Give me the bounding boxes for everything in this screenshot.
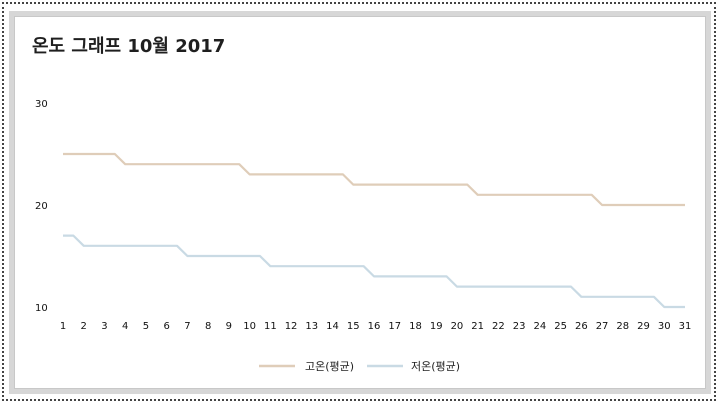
x-tick-label: 15 [347, 321, 360, 332]
x-tick-label: 18 [409, 321, 422, 332]
x-tick-label: 19 [430, 321, 443, 332]
series-line-low [63, 234, 685, 309]
x-tick-label: 10 [243, 321, 256, 332]
x-tick-label: 16 [368, 321, 381, 332]
x-tick-label: 9 [226, 321, 232, 332]
x-tick-label: 21 [471, 321, 484, 332]
x-tick-label: 6 [163, 321, 169, 332]
x-tick-label: 28 [616, 321, 629, 332]
x-tick-label: 1 [60, 321, 66, 332]
x-tick-label: 26 [575, 321, 588, 332]
x-tick-label: 3 [101, 321, 107, 332]
series-line-high [63, 152, 685, 207]
x-tick-label: 23 [513, 321, 526, 332]
x-tick-label: 24 [533, 321, 546, 332]
x-tick-label: 22 [492, 321, 505, 332]
x-tick-label: 8 [205, 321, 211, 332]
y-tick-label: 20 [35, 201, 48, 212]
legend-label: 저온(평균) [411, 360, 460, 373]
x-tick-label: 5 [143, 321, 149, 332]
x-tick-label: 30 [658, 321, 671, 332]
x-tick-label: 7 [184, 321, 190, 332]
legend-label: 고온(평균) [305, 360, 354, 373]
x-tick-label: 11 [264, 321, 277, 332]
x-tick-label: 29 [637, 321, 650, 332]
x-tick-label: 14 [326, 321, 339, 332]
y-tick-label: 10 [35, 303, 48, 314]
x-tick-label: 31 [679, 321, 692, 332]
x-tick-label: 27 [596, 321, 609, 332]
x-tick-label: 13 [305, 321, 318, 332]
x-tick-label: 4 [122, 321, 128, 332]
x-tick-label: 2 [81, 321, 87, 332]
y-tick-label: 30 [35, 99, 48, 110]
chart-title: 온도 그래프 10월 2017 [32, 36, 226, 57]
x-tick-label: 20 [451, 321, 464, 332]
x-tick-label: 17 [388, 321, 401, 332]
x-tick-label: 25 [554, 321, 567, 332]
x-tick-label: 12 [285, 321, 298, 332]
chart-card: 온도 그래프 10월 2017 10 20 30 1 2 3 4 5 6 7 8 9 10 11 12 13 1… [14, 16, 706, 389]
outer-dotted-frame [2, 2, 716, 401]
